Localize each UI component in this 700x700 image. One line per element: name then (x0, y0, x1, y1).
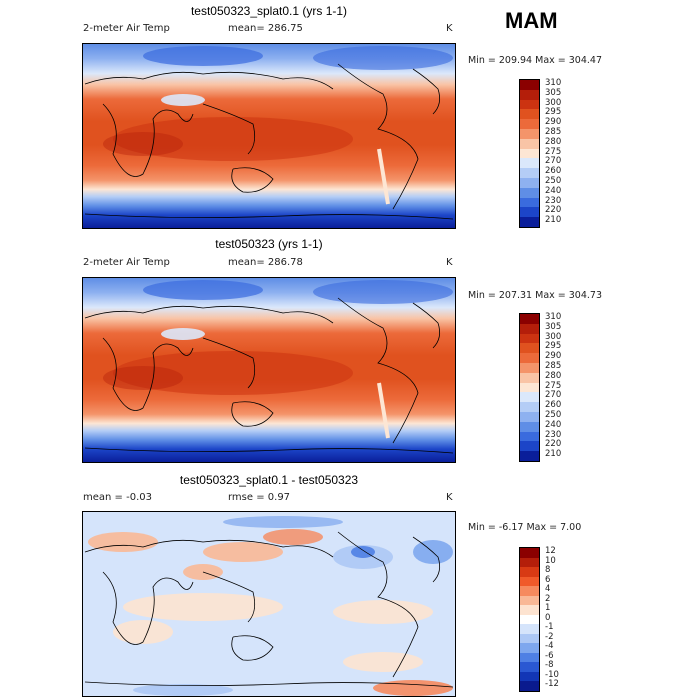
colorbar-tick-label: -8 (545, 660, 554, 671)
panel2-mean: mean= 286.78 (228, 257, 303, 268)
colorbar-tick-label: 270 (545, 156, 562, 167)
colorbar-tick-label: 310 (545, 78, 562, 88)
panel3-map-svg (83, 512, 455, 696)
panel2-map-svg (83, 278, 455, 462)
colorbar-tick-label: 285 (545, 127, 562, 137)
panel2-title: test050323 (yrs 1-1) (215, 237, 323, 251)
colorbar-tick-label: 2 (545, 593, 551, 604)
colorbar-tick-label: 310 (545, 312, 562, 322)
colorbar-tick-label: 4 (545, 584, 551, 595)
panel1-title: test050323_splat0.1 (yrs 1-1) (190, 4, 348, 18)
colorbar-tick-label: 250 (545, 176, 562, 186)
colorbar-tick-label: 300 (545, 97, 562, 108)
colorbar-tick-label: 275 (545, 146, 562, 157)
colorbar-tick-label: -12 (545, 679, 559, 690)
panel1-map-svg (83, 44, 455, 228)
panel1-map (82, 43, 456, 229)
colorbar-tick-label: 10 (545, 555, 556, 566)
colorbar-tick-label: 285 (545, 361, 562, 371)
panel3-mean: mean = -0.03 (83, 492, 152, 503)
colorbar-tick-label: 250 (545, 410, 562, 420)
panel3-minmax: Min = -6.17 Max = 7.00 (468, 522, 582, 533)
colorbar-tick-label: 275 (545, 380, 562, 391)
colorbar-tick-label: 210 (545, 215, 562, 226)
colorbar-tick-label: 0 (545, 612, 551, 623)
colorbar-tick-label: 270 (545, 390, 562, 401)
colorbar-tick-label: -10 (545, 669, 559, 680)
colorbar-tick-label: 305 (545, 321, 562, 332)
panel2-unit: K (446, 257, 453, 268)
colorbar-tick-label: 295 (545, 341, 562, 352)
panel1-mean: mean= 286.75 (228, 23, 303, 34)
panel2-map (82, 277, 456, 463)
colorbar-tick-label: 230 (545, 195, 562, 206)
panel2-variable: 2-meter Air Temp (83, 257, 170, 268)
colorbar-tick-label: 220 (545, 205, 562, 216)
colorbar-tick-label: 290 (545, 351, 562, 362)
colorbar-tick-label: 220 (545, 439, 562, 450)
panel1-variable: 2-meter Air Temp (83, 23, 170, 34)
colorbar-tick-label: 6 (545, 574, 551, 585)
panel1-minmax: Min = 209.94 Max = 304.47 (468, 55, 602, 66)
panel1-unit: K (446, 23, 453, 34)
colorbar-tick-label: -1 (545, 622, 554, 633)
colorbar-tick-label: 8 (545, 565, 551, 576)
colorbar-tick-label: 305 (545, 87, 562, 98)
colorbar-tick-label: 210 (545, 449, 562, 460)
colorbar-tick-label: 300 (545, 331, 562, 342)
colorbar-tick-label: -6 (545, 650, 554, 661)
colorbar-tick-label: 1 (545, 603, 551, 614)
colorbar-tick-label: 240 (545, 185, 562, 196)
colorbar-tick-label: 240 (545, 419, 562, 430)
season-label: MAM (505, 8, 558, 33)
colorbar-tick-label: 280 (545, 136, 562, 147)
colorbar-tick-label: 280 (545, 370, 562, 381)
colorbar-tick-label: -4 (545, 641, 554, 652)
panel3-rmse: rmse = 0.97 (228, 492, 291, 503)
panel2-colorbar (519, 313, 540, 462)
panel3-colorbar (519, 547, 540, 692)
panel3-unit: K (446, 492, 453, 503)
panel3-map (82, 511, 456, 697)
colorbar-tick-label: 290 (545, 117, 562, 128)
colorbar-tick-label: 12 (545, 546, 556, 556)
panel2-minmax: Min = 207.31 Max = 304.73 (468, 290, 602, 301)
panel3-title: test050323_splat0.1 - test050323 (179, 473, 359, 487)
colorbar-tick-label: 230 (545, 429, 562, 440)
colorbar-tick-label: -2 (545, 631, 554, 642)
colorbar-tick-label: 260 (545, 400, 562, 411)
colorbar-tick-label: 260 (545, 166, 562, 177)
panel1-colorbar (519, 79, 540, 228)
colorbar-tick-label: 295 (545, 107, 562, 118)
